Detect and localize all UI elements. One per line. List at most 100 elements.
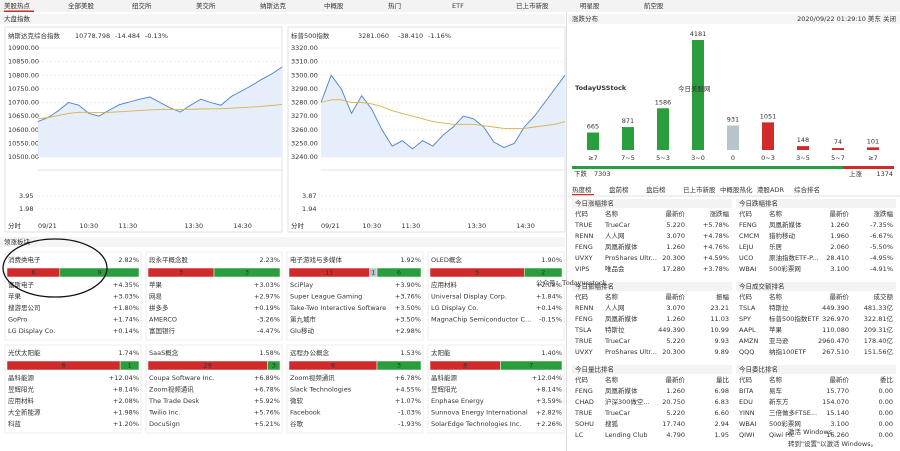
nav-tab[interactable]: ETF	[452, 2, 464, 10]
up-bar	[843, 166, 894, 169]
column-header: 最新价	[830, 375, 850, 384]
rank-tab[interactable]: 已上市新股	[683, 185, 716, 194]
timestamp: 2020/09/22 01:29:10 美东 关闭	[797, 14, 896, 23]
sector-card[interactable]	[4, 344, 142, 434]
watermark: TodayUSStock	[575, 84, 627, 92]
stock-metric: 6.83	[715, 398, 729, 406]
nav-tab[interactable]: 热门	[388, 1, 401, 10]
x-tick-label: ≥7	[868, 154, 878, 162]
stock-metric: 6.98	[715, 387, 729, 395]
stock-code: RENN	[575, 304, 593, 312]
stock-price: 3.100	[830, 420, 849, 428]
stock-code: AMZN	[739, 337, 759, 345]
stock-metric: 2.94	[715, 420, 729, 428]
bar-value: 1586	[655, 98, 672, 106]
column-header: 涨跌幅	[710, 209, 730, 218]
nav-tab[interactable]: 纽交所	[132, 1, 152, 10]
stock-metric: 0.00	[879, 398, 893, 406]
column-header: 代码	[575, 209, 589, 218]
stock-change: +3.03%	[254, 281, 280, 289]
nav-tab[interactable]: 全部美股	[68, 1, 95, 10]
stock-name: Glu移动	[290, 326, 314, 335]
sector-card[interactable]	[427, 251, 565, 341]
count-label: 3	[245, 269, 249, 277]
stock-metric: 0.00	[879, 420, 893, 428]
stock-price: 28.410	[826, 254, 849, 262]
stock-code: VIPS	[575, 265, 589, 273]
stock-code: SOHU	[575, 420, 594, 428]
stock-name: GoPro	[8, 316, 27, 324]
stock-price: 4.790	[666, 431, 685, 439]
nav-tab[interactable]: 美股热点	[4, 1, 31, 10]
sector-card[interactable]	[145, 344, 283, 434]
sector-name: 电子游戏与多媒体	[290, 255, 343, 264]
stock-price: 1.260	[666, 315, 685, 323]
sector-card[interactable]	[145, 251, 283, 341]
stock-name: 唯品会	[605, 264, 625, 273]
nav-tab[interactable]: 美交所	[196, 1, 216, 10]
stock-change: -1.03%	[398, 409, 421, 417]
count-label: 6	[397, 269, 401, 277]
stock-name: 人人网	[605, 304, 625, 312]
bar	[832, 148, 844, 150]
x-tick-label: 7~5	[621, 154, 635, 162]
index-change: -14.484	[115, 32, 140, 40]
volume-tick-label: 3.87	[302, 192, 316, 200]
y-tick-label: 10750.00	[8, 85, 39, 93]
rank-tab[interactable]: 盘前榜	[609, 185, 629, 194]
index-name: 标普500指数	[291, 31, 330, 40]
stock-metric: -4.91%	[870, 265, 893, 273]
column-header: 最新价	[666, 209, 686, 218]
column-header: 代码	[575, 375, 589, 384]
stock-name: Enphase Energy	[431, 397, 484, 405]
sector-card[interactable]	[286, 344, 424, 434]
stock-price: 17.280	[662, 265, 685, 273]
nav-tab[interactable]: 中概股	[324, 1, 344, 10]
price-line	[37, 66, 283, 123]
count-label: 11	[325, 269, 333, 277]
panel-header	[0, 237, 565, 247]
volume-tick-label: 1.98	[19, 205, 33, 213]
sector-card[interactable]	[427, 344, 565, 434]
bar	[797, 146, 809, 150]
stock-change: +3.03%	[113, 293, 139, 301]
count-label: 1	[128, 362, 132, 370]
y-tick-label: 3320.00	[291, 44, 318, 52]
os-watermark: 转到"设置"以激活 Windows。	[788, 439, 877, 448]
nav-tab[interactable]: 已上市新股	[516, 1, 549, 10]
stock-name: 沪深300做空...	[605, 397, 650, 406]
stock-name: LG Display Co.	[431, 304, 478, 312]
stock-price: 5.220	[666, 409, 685, 417]
count-segment	[500, 360, 563, 371]
up-label: 上涨	[849, 169, 863, 178]
stock-name: Lending Club	[605, 431, 647, 439]
rank-tab[interactable]: 盘后榜	[646, 185, 666, 194]
stock-price: 449.390	[658, 326, 685, 334]
sector-card[interactable]	[4, 251, 142, 341]
sector-card[interactable]	[286, 251, 424, 341]
rank-tab[interactable]: 综合排名	[794, 185, 820, 194]
index-last: 10778.798	[75, 32, 110, 40]
nav-tab[interactable]: 明星股	[580, 2, 600, 10]
stock-name: 搜狐	[605, 419, 619, 428]
stock-price: 267.510	[822, 348, 849, 356]
stock-price: 2.060	[830, 243, 849, 251]
rank-tab[interactable]: 中概股热化	[720, 185, 753, 194]
table-title: 今日跌幅排名	[739, 199, 778, 208]
nav-tab[interactable]: 航空股	[644, 1, 664, 10]
rank-tab[interactable]: 港股ADR	[757, 185, 784, 194]
stock-code: FENG	[739, 221, 757, 229]
y-tick-label: 10800.00	[8, 71, 39, 79]
rank-tab[interactable]: 热度榜	[572, 185, 592, 194]
stock-name: 三倍做多FTSE...	[769, 408, 817, 417]
price-area	[38, 67, 282, 157]
y-tick-label: 10650.00	[8, 112, 39, 120]
stock-metric: +4.76%	[703, 243, 729, 251]
stock-name: 大全新能源	[8, 408, 41, 417]
x-tick-label: 10:30	[362, 222, 381, 230]
stock-metric: 9.89	[715, 348, 729, 356]
bar-value: 74	[834, 138, 842, 146]
nav-tab[interactable]: 纳斯达克	[260, 1, 287, 10]
stock-price: 1.260	[666, 243, 685, 251]
bar	[762, 122, 774, 150]
